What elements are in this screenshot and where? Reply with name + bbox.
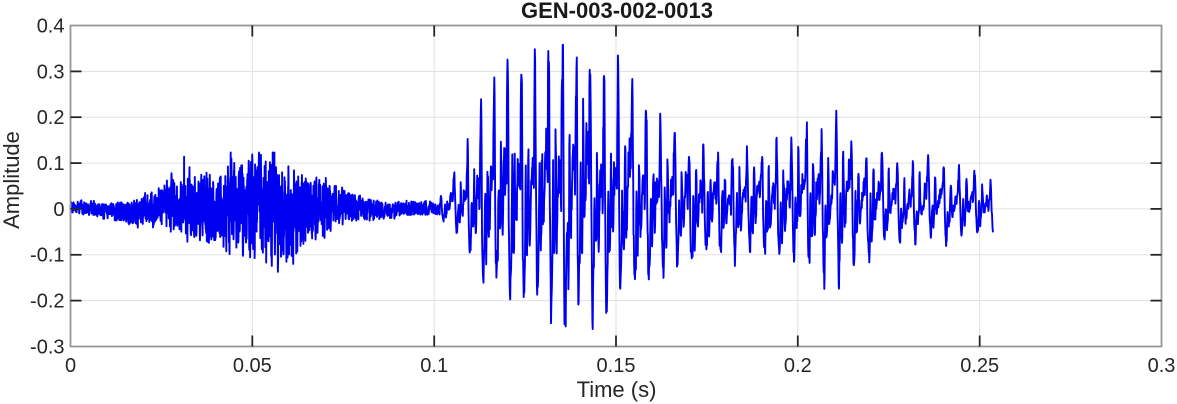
svg-text:-0.1: -0.1 [30,245,64,267]
svg-text:0.4: 0.4 [37,15,65,37]
svg-text:-0.3: -0.3 [30,336,64,358]
svg-text:0: 0 [65,355,76,377]
svg-text:Amplitude: Amplitude [0,131,24,229]
svg-text:0.3: 0.3 [37,61,65,83]
svg-text:0.1: 0.1 [37,153,65,175]
svg-text:0.25: 0.25 [960,355,999,377]
svg-text:0.2: 0.2 [37,107,65,129]
svg-text:0.2: 0.2 [784,355,812,377]
svg-text:GEN-003-002-0013: GEN-003-002-0013 [521,0,713,23]
svg-text:0: 0 [53,199,64,221]
svg-text:-0.2: -0.2 [30,291,64,313]
svg-text:0.05: 0.05 [233,355,272,377]
svg-text:Time (s): Time (s) [577,377,657,402]
svg-text:0.3: 0.3 [1148,355,1176,377]
svg-text:0.15: 0.15 [597,355,636,377]
svg-text:0.1: 0.1 [420,355,448,377]
